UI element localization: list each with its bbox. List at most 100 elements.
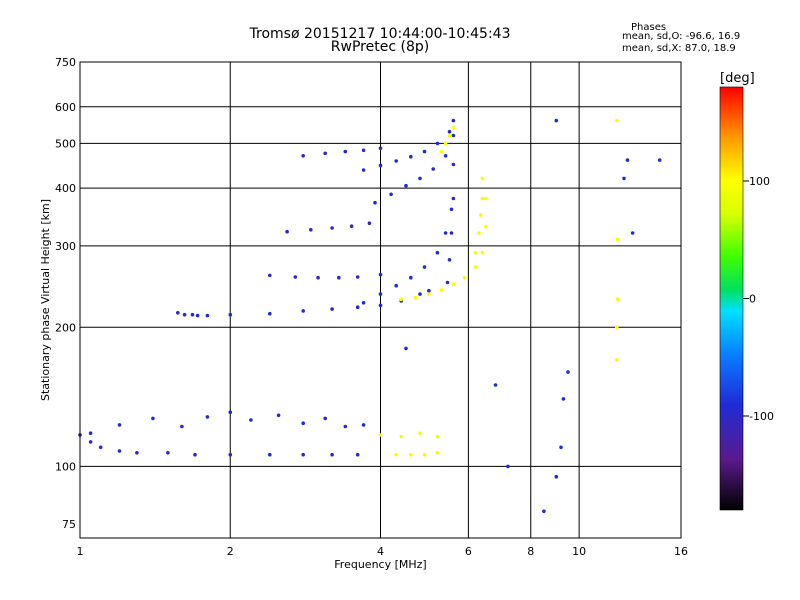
echo-point xyxy=(205,313,210,318)
echo-point xyxy=(355,452,360,457)
echo-point xyxy=(205,415,210,419)
echo-point xyxy=(418,292,422,296)
echo-point xyxy=(435,141,440,146)
echo-point xyxy=(473,265,478,269)
x-tick-label: 2 xyxy=(227,545,234,558)
chart-title: Tromsø 20151217 10:44:00-10:45:43 xyxy=(249,26,511,42)
echo-point xyxy=(378,292,383,296)
echo-point xyxy=(249,418,253,422)
plot-frame xyxy=(79,61,682,539)
x-tick-label: 8 xyxy=(527,545,534,558)
x-tick-label: 6 xyxy=(465,545,472,558)
echo-point xyxy=(427,288,431,293)
echo-point xyxy=(378,272,383,277)
echo-point xyxy=(373,200,377,205)
echo-point xyxy=(480,196,485,201)
echo-point xyxy=(268,311,272,316)
echo-point xyxy=(378,146,383,151)
echo-point xyxy=(630,231,635,235)
echo-point xyxy=(389,192,393,197)
phase-colorbar xyxy=(719,86,744,511)
echo-point xyxy=(615,297,620,302)
echo-point xyxy=(316,275,320,280)
echo-point xyxy=(554,118,559,123)
y-tick-label: 400 xyxy=(55,182,76,195)
echo-point xyxy=(418,176,422,181)
echo-point xyxy=(542,509,546,513)
echo-point xyxy=(343,424,348,429)
x-tick-label: 16 xyxy=(674,545,688,558)
echo-point xyxy=(451,133,456,138)
echo-point xyxy=(343,149,348,154)
echo-point xyxy=(473,250,478,255)
echo-point xyxy=(439,149,444,154)
echo-point xyxy=(88,431,93,436)
echo-point xyxy=(98,445,103,450)
echo-point xyxy=(378,163,383,168)
echo-point xyxy=(228,312,233,317)
echo-point xyxy=(447,129,452,134)
echo-point xyxy=(301,421,306,426)
y-tick-label: 200 xyxy=(55,321,76,334)
echo-point xyxy=(483,225,488,229)
echo-point xyxy=(477,231,481,235)
echo-point xyxy=(443,154,448,158)
echo-point xyxy=(554,474,559,479)
echo-point xyxy=(293,275,298,279)
echo-point xyxy=(228,452,233,457)
echo-point xyxy=(180,424,184,429)
echo-point xyxy=(323,416,328,421)
echo-point xyxy=(378,433,383,437)
echo-point xyxy=(615,237,620,242)
phase-stats-x: mean, sd,X: 87.0, 18.9 xyxy=(622,43,736,54)
colorbar-tick-label: 0 xyxy=(749,293,756,306)
echo-point xyxy=(182,312,187,317)
echo-point xyxy=(435,250,440,255)
echo-point xyxy=(422,452,427,457)
echo-point xyxy=(117,449,122,453)
echo-point xyxy=(176,311,180,315)
echo-point xyxy=(447,258,452,262)
echo-point xyxy=(431,167,436,171)
echo-point xyxy=(301,154,306,158)
echo-point xyxy=(135,451,139,455)
x-tick-label: 4 xyxy=(377,545,384,558)
x-tick-label: 1 xyxy=(77,545,84,558)
colorbar-tick-label: 100 xyxy=(749,175,770,188)
echo-point xyxy=(566,370,570,374)
echo-point xyxy=(151,416,155,421)
phase-stats-o: mean, sd,O: -96.6, 16.9 xyxy=(622,31,741,42)
echo-point xyxy=(493,383,498,387)
echo-point xyxy=(445,280,450,285)
echo-point xyxy=(276,413,281,418)
echo-point xyxy=(422,149,427,154)
echo-point xyxy=(309,228,313,232)
echo-point xyxy=(301,309,306,313)
echo-point xyxy=(361,168,366,172)
echo-point xyxy=(367,221,372,225)
echo-point xyxy=(443,231,448,235)
colorbar-tick-label: -100 xyxy=(749,410,774,423)
echo-point xyxy=(394,159,399,163)
colorbar-label: [deg] xyxy=(720,71,755,86)
y-tick-label: 600 xyxy=(55,101,76,114)
echo-point xyxy=(447,133,452,138)
echo-point xyxy=(451,282,456,286)
echo-point xyxy=(409,275,413,280)
echo-point xyxy=(462,275,467,280)
echo-point xyxy=(193,452,197,457)
echo-point xyxy=(337,275,341,280)
echo-point xyxy=(657,158,662,162)
echo-point xyxy=(449,207,454,212)
echo-point xyxy=(427,292,431,296)
echo-point xyxy=(378,303,383,308)
echo-point xyxy=(404,346,408,351)
echo-point xyxy=(451,126,456,130)
echo-point xyxy=(301,452,306,457)
echo-point xyxy=(399,297,404,302)
echo-point xyxy=(451,118,456,123)
echo-point xyxy=(268,452,272,457)
echo-point xyxy=(361,148,366,153)
